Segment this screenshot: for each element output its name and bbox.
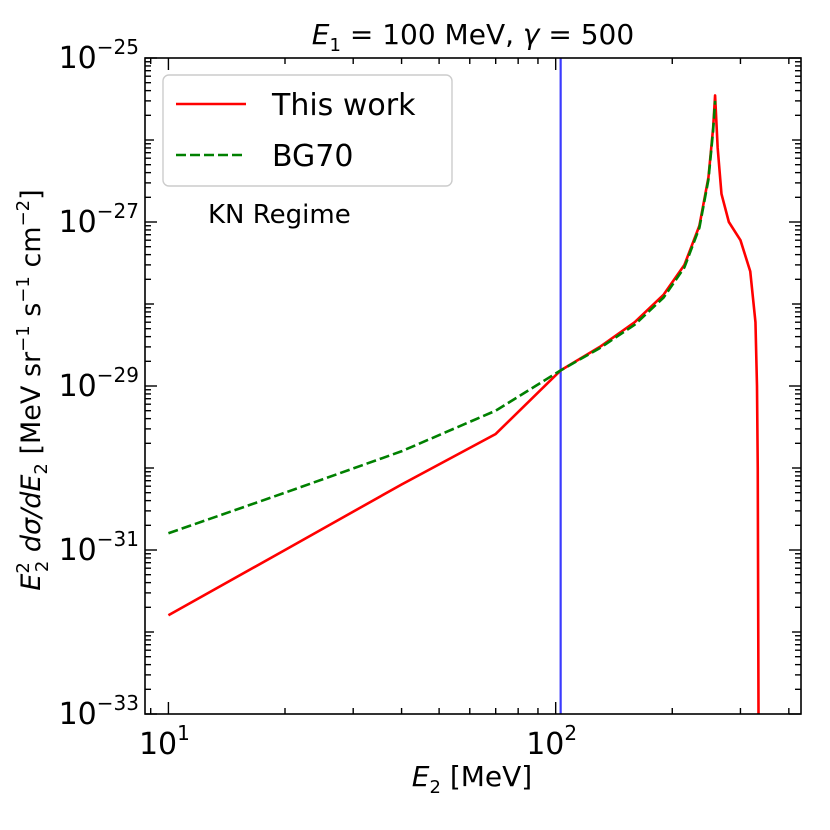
x-tick-label: 102: [526, 721, 577, 762]
y-tick-label: 10−31: [59, 527, 139, 568]
y-axis-label: E22 dσ/dE2 [MeV sr−1 s−1 cm−2]: [13, 189, 53, 590]
x-tick-label: 101: [139, 721, 190, 762]
ticks-layer: [145, 57, 801, 715]
tick-labels-layer: 101 102 10−25 10−27 10−29 10−31 10−33: [59, 35, 578, 762]
x-axis-label: E2 [MeV]: [412, 760, 532, 798]
series-line-bg70: [167, 100, 717, 535]
marks-layer: [167, 58, 760, 714]
legend-label-this-work: This work: [271, 88, 416, 123]
plot-frame: [144, 57, 802, 715]
y-tick-label: 10−27: [59, 199, 139, 240]
chart-title: E1 = 100 MeV, γ = 500: [312, 18, 634, 56]
y-tick-label: 10−25: [59, 35, 139, 76]
legend: This work BG70: [162, 74, 453, 187]
y-tick-label: 10−29: [59, 363, 139, 404]
annotation-kn-regime: KN Regime: [208, 200, 351, 230]
legend-label-bg70: BG70: [272, 139, 353, 174]
y-tick-label: 10−33: [59, 691, 139, 732]
